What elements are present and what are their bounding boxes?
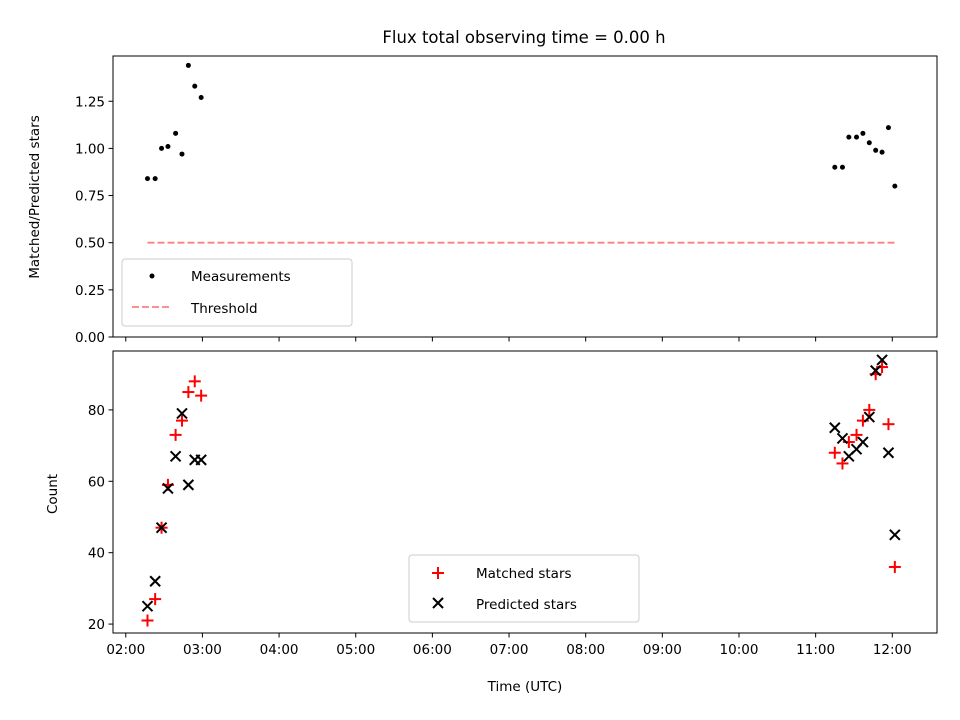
predicted-point	[889, 529, 901, 541]
top-axes-frame	[112, 55, 938, 338]
bottom-xtick-label: 09:00	[643, 642, 682, 658]
matched-point	[850, 428, 863, 441]
bottom-ytick-label: 80	[88, 403, 105, 419]
bottom-xtick-label: 02:00	[106, 642, 145, 658]
matched-point	[888, 560, 901, 573]
bottom-xticks: 02:00 03:00 04:00 05:00 06:00 07:00 08:00 09:00…	[106, 633, 912, 658]
bottom-ytick-label: 40	[88, 546, 105, 562]
legend-matched-marker	[432, 567, 444, 579]
legend-predicted-marker	[432, 597, 444, 609]
bottom-xtick-label: 12:00	[873, 642, 912, 658]
predicted-point	[155, 521, 168, 534]
bottom-xtick-label: 07:00	[490, 642, 529, 658]
measurement-point	[854, 134, 860, 140]
measurement-point	[873, 147, 879, 153]
predicted-point	[141, 600, 154, 612]
predicted-point	[869, 364, 882, 377]
predicted-point	[162, 482, 174, 495]
bottom-xtick-label: 11:00	[796, 642, 835, 658]
measurement-point	[179, 151, 185, 157]
matched-point	[182, 386, 195, 399]
top-ytick-label: 0.00	[75, 330, 105, 346]
bottom-axes-frame	[112, 350, 938, 634]
bottom-panel: Count Time (UTC) 20 40 60 80 02:00 03:00 04:0…	[45, 350, 938, 695]
top-ytick-label: 1.00	[75, 141, 105, 157]
bottom-xtick-label: 10:00	[720, 642, 759, 658]
legend-threshold-label: Threshold	[190, 301, 258, 317]
matched-point	[169, 428, 182, 441]
top-xticks	[125, 337, 893, 342]
measurement-point	[144, 176, 150, 182]
top-ytick-label: 0.50	[75, 236, 105, 252]
bottom-ylabel: Count	[45, 474, 61, 514]
top-yticks: 0.00 0.25 0.50 0.75 1.00 1.25	[75, 94, 113, 346]
bottom-ytick-label: 20	[88, 617, 105, 633]
measurement-point	[879, 149, 885, 155]
measurement-point	[192, 83, 198, 89]
bottom-xlabel: Time (UTC)	[487, 679, 563, 695]
top-ylabel: Matched/Predicted stars	[27, 115, 43, 278]
top-ytick-label: 1.25	[75, 94, 105, 110]
measurement-point	[860, 130, 866, 136]
matched-point	[149, 593, 162, 606]
top-panel: Flux total observing time = 0.00 h Match…	[27, 28, 938, 346]
predicted-point	[195, 454, 207, 466]
measurement-point	[185, 62, 191, 68]
predicted-point	[836, 432, 849, 445]
measurement-point	[165, 144, 171, 150]
predicted-point	[863, 411, 875, 423]
top-title: Flux total observing time = 0.00 h	[382, 28, 665, 47]
bottom-xtick-label: 05:00	[336, 642, 375, 658]
legend-measurements-label: Measurements	[191, 269, 291, 285]
bottom-xtick-label: 06:00	[413, 642, 452, 658]
measurement-point	[839, 164, 845, 170]
bottom-xtick-label: 04:00	[260, 642, 299, 658]
matched-point	[863, 403, 876, 416]
predicted-point	[176, 407, 188, 420]
bottom-legend: Matched stars Predicted stars	[408, 554, 640, 623]
measurement-point	[846, 134, 852, 140]
measurement-point	[892, 183, 898, 189]
measurement-point	[152, 176, 158, 182]
predicted-point	[829, 422, 841, 434]
matched-point	[188, 375, 201, 388]
matched-point	[195, 389, 208, 402]
bottom-yticks: 20 40 60 80	[88, 403, 113, 633]
top-ytick-label: 0.75	[75, 189, 105, 205]
legend-matched-label: Matched stars	[476, 566, 572, 582]
legend-predicted-label: Predicted stars	[476, 597, 577, 613]
measurement-point	[832, 164, 838, 170]
top-legend-box	[121, 258, 353, 327]
predicted-point	[882, 447, 895, 459]
matched-point	[141, 614, 154, 627]
bottom-xtick-label: 08:00	[566, 642, 605, 658]
matched-point	[828, 446, 841, 459]
matched-point	[882, 418, 895, 431]
top-marks	[144, 62, 898, 244]
matched-point	[836, 457, 849, 470]
top-ytick-label: 0.25	[75, 283, 105, 299]
bottom-xtick-label: 03:00	[183, 642, 222, 658]
matched-point	[175, 414, 188, 427]
measurement-point	[866, 140, 872, 146]
predicted-point	[182, 479, 195, 491]
measurement-point	[198, 94, 204, 100]
measurement-point	[173, 130, 179, 136]
predicted-point	[857, 436, 869, 448]
measurement-point	[885, 125, 891, 131]
predicted-point	[149, 575, 161, 587]
bottom-ytick-label: 60	[88, 474, 105, 490]
predicted-point	[169, 450, 182, 463]
measurement-point	[159, 145, 165, 151]
predicted-point	[876, 354, 888, 366]
bottom-marks	[141, 354, 901, 627]
top-legend: Measurements Threshold	[121, 258, 353, 327]
bottom-legend-box	[408, 554, 640, 623]
legend-measurements-marker	[149, 273, 155, 279]
